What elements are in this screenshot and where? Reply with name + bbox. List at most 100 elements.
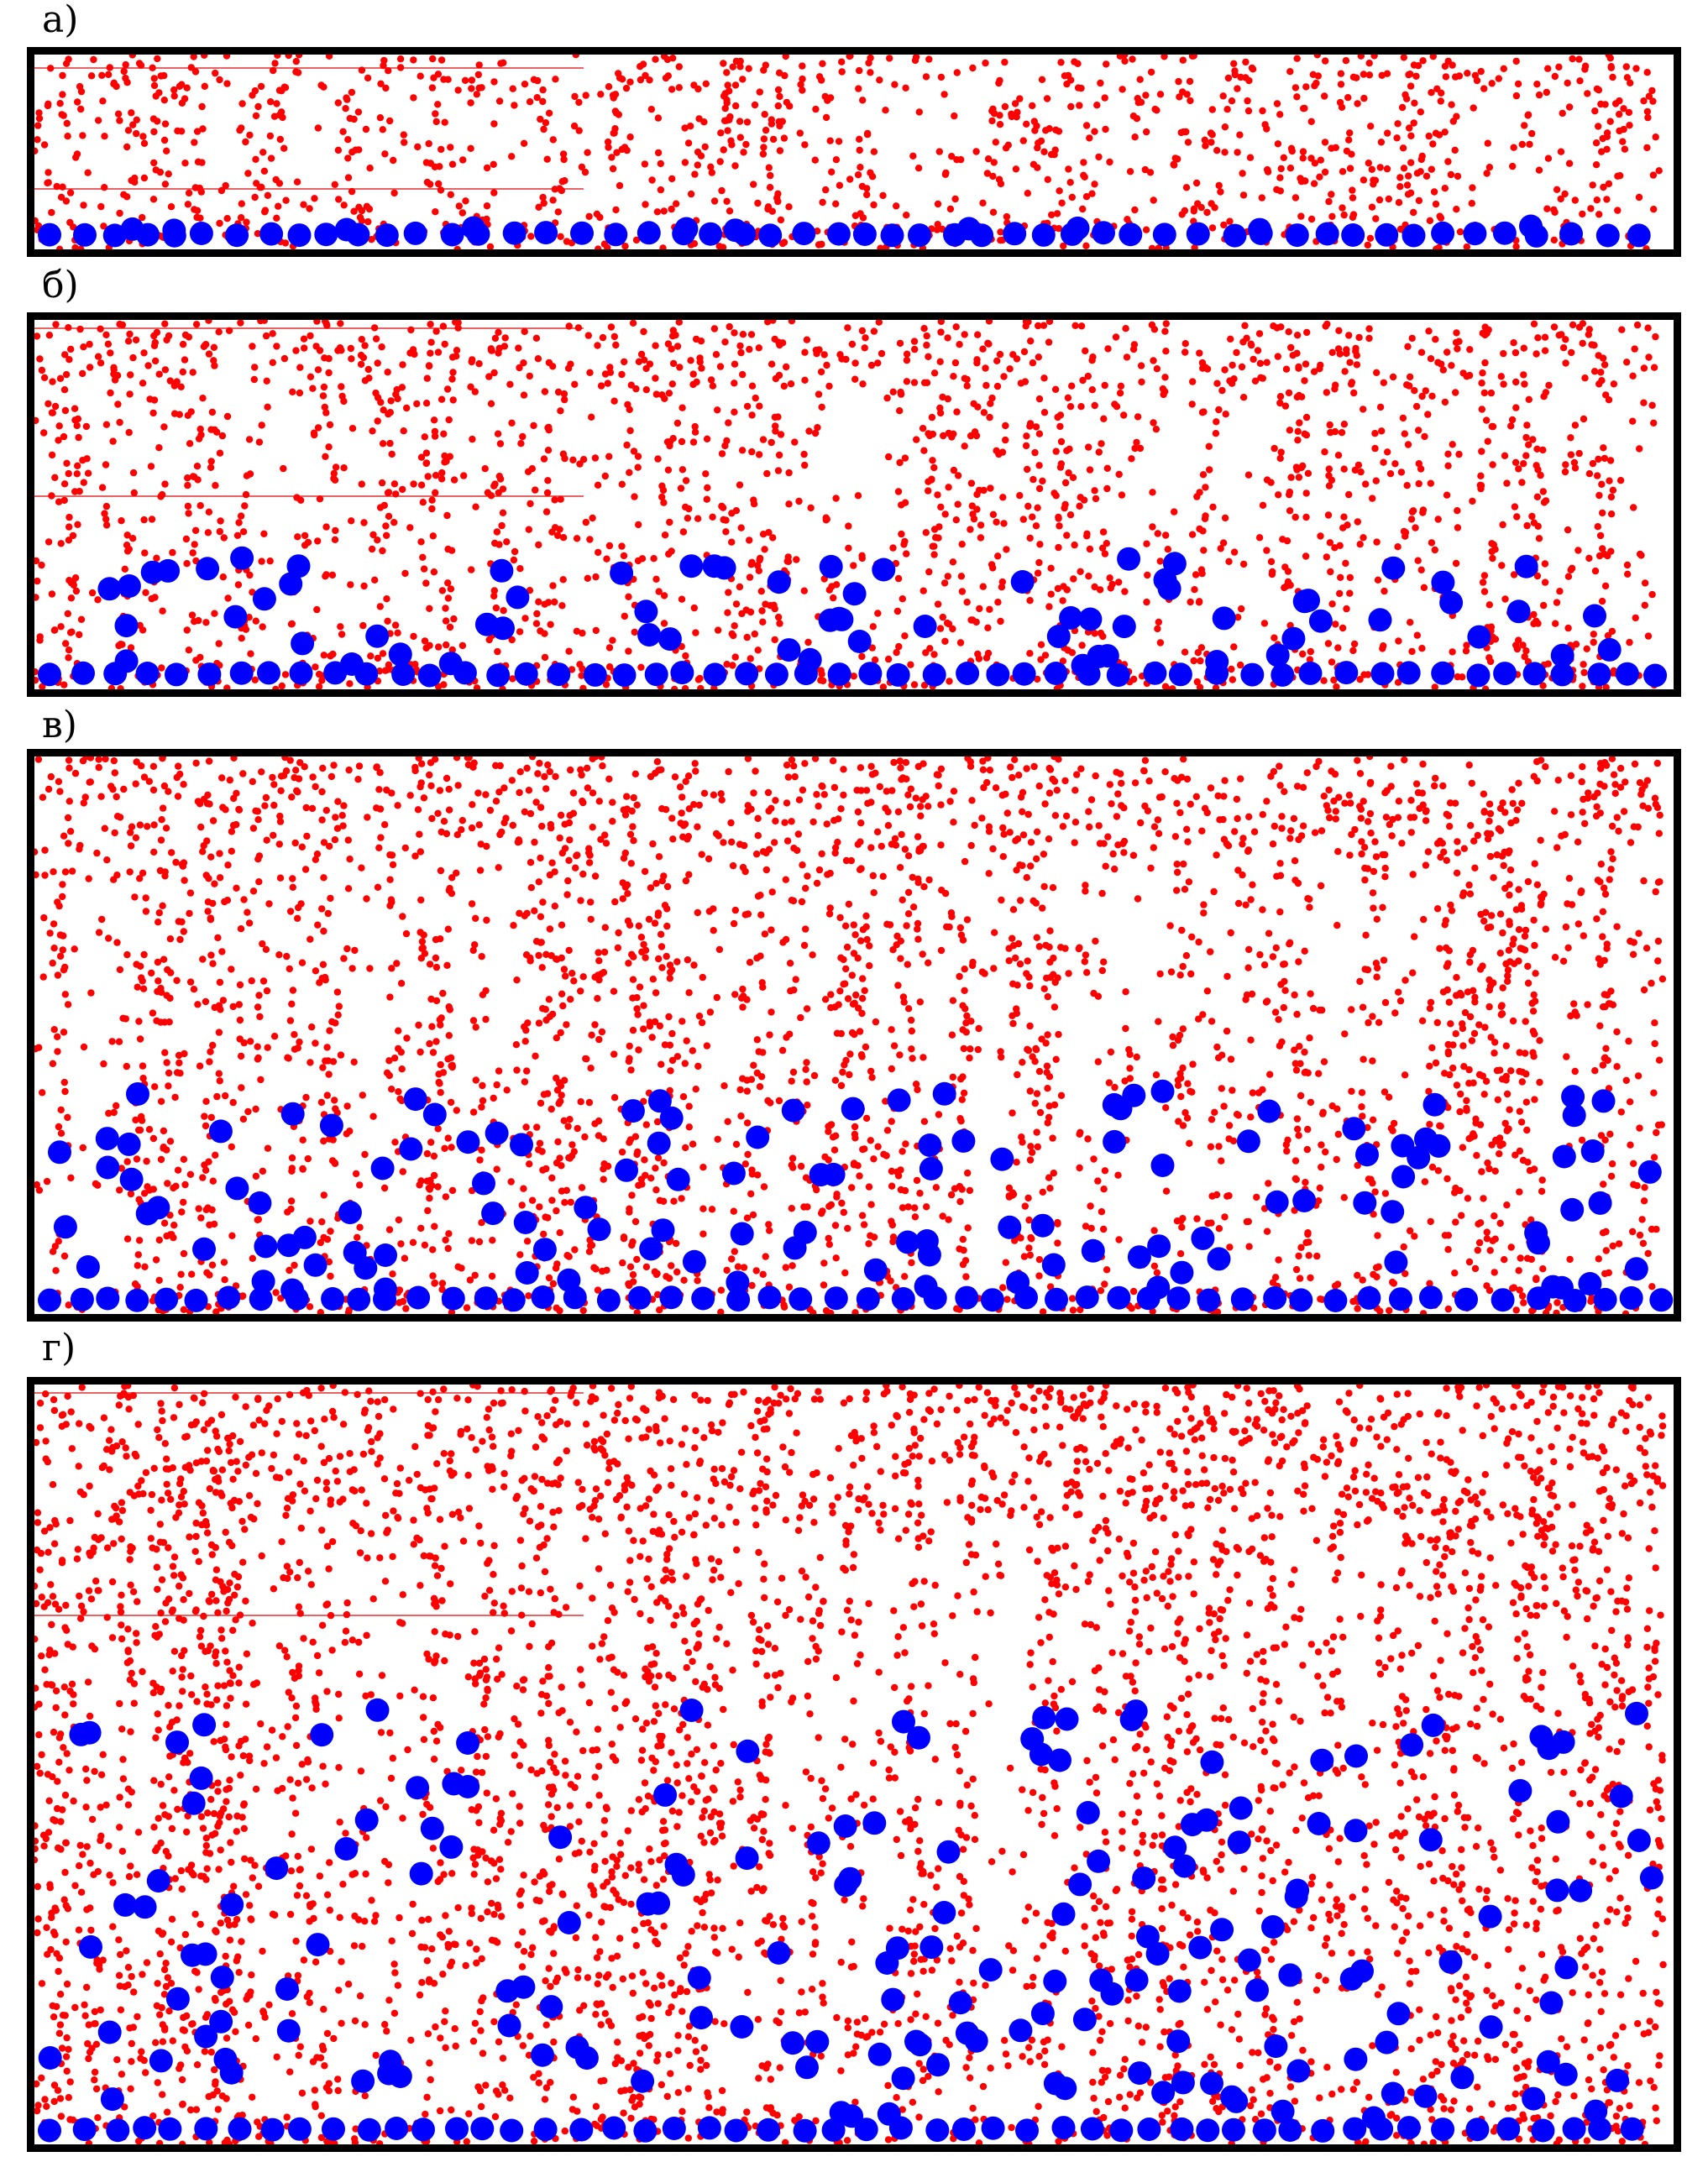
small-particle xyxy=(920,682,929,689)
small-particle xyxy=(182,535,191,543)
small-particle xyxy=(1624,570,1632,578)
small-particle xyxy=(800,450,808,458)
small-particle xyxy=(718,502,726,510)
small-particle xyxy=(1365,60,1373,67)
small-particle xyxy=(1239,338,1247,346)
small-particle xyxy=(1213,1043,1221,1051)
small-particle xyxy=(629,1026,637,1034)
small-particle xyxy=(313,851,322,858)
small-particle xyxy=(189,369,196,376)
small-particle xyxy=(1122,325,1129,332)
small-particle xyxy=(731,360,739,368)
small-particle xyxy=(1065,970,1072,977)
small-particle xyxy=(1411,933,1418,940)
small-particle xyxy=(731,991,739,998)
small-particle xyxy=(544,447,553,454)
small-particle xyxy=(557,1029,564,1037)
small-particle xyxy=(1362,480,1370,488)
small-particle xyxy=(538,1148,546,1155)
small-particle xyxy=(739,863,747,872)
small-particle xyxy=(317,1098,326,1107)
small-particle xyxy=(367,652,375,660)
small-particle xyxy=(1340,421,1349,428)
small-particle xyxy=(490,587,498,594)
small-particle xyxy=(1650,419,1658,427)
small-particle xyxy=(1057,437,1066,446)
small-particle xyxy=(863,191,871,199)
small-particle xyxy=(838,68,846,76)
small-particle xyxy=(1152,426,1160,433)
small-particle xyxy=(1287,144,1296,152)
small-particle xyxy=(243,218,250,226)
small-particle xyxy=(193,207,202,214)
small-particle xyxy=(1616,783,1625,791)
small-particle xyxy=(775,338,783,346)
small-particle xyxy=(1105,1079,1113,1086)
large-particle xyxy=(117,574,141,598)
small-particle xyxy=(1451,146,1459,154)
small-particle xyxy=(71,243,79,249)
small-particle xyxy=(1242,996,1250,1003)
small-particle xyxy=(1113,813,1121,820)
small-particle xyxy=(782,55,789,60)
small-particle xyxy=(1282,365,1291,373)
small-particle xyxy=(65,764,73,772)
small-particle xyxy=(724,127,731,134)
small-particle xyxy=(987,484,994,492)
small-particle xyxy=(511,547,519,556)
small-particle xyxy=(1476,1121,1485,1128)
small-particle xyxy=(867,55,874,62)
small-particle xyxy=(1097,79,1104,87)
small-particle xyxy=(709,513,716,521)
large-particle xyxy=(314,222,338,247)
small-particle xyxy=(1451,799,1459,807)
small-particle xyxy=(1525,395,1533,403)
large-particle xyxy=(289,661,313,685)
small-particle xyxy=(498,521,506,530)
large-particle xyxy=(1334,661,1359,685)
small-particle xyxy=(1641,601,1649,610)
small-particle xyxy=(528,465,536,473)
small-particle xyxy=(1640,97,1648,105)
small-particle xyxy=(956,639,965,647)
small-particle xyxy=(262,793,270,802)
small-particle xyxy=(1181,348,1189,356)
small-particle xyxy=(1197,203,1205,212)
small-particle xyxy=(185,189,193,197)
small-particle xyxy=(1236,131,1244,139)
small-particle xyxy=(1340,465,1348,473)
small-particle xyxy=(584,332,592,339)
small-particle xyxy=(859,214,867,222)
small-particle xyxy=(1480,1195,1487,1202)
small-particle xyxy=(731,408,738,416)
small-particle xyxy=(258,421,265,429)
small-particle xyxy=(1061,777,1069,785)
small-particle xyxy=(900,541,908,548)
small-particle xyxy=(786,960,794,967)
small-particle xyxy=(419,553,427,561)
small-particle xyxy=(851,1309,859,1314)
small-particle xyxy=(976,605,983,613)
small-particle xyxy=(76,325,84,333)
small-particle xyxy=(475,821,483,829)
small-particle xyxy=(647,1175,655,1182)
small-particle xyxy=(612,341,620,349)
small-particle xyxy=(90,55,97,64)
small-particle xyxy=(1644,1249,1652,1258)
small-particle xyxy=(1489,461,1496,469)
small-particle xyxy=(982,654,991,662)
small-particle xyxy=(151,338,159,347)
large-particle xyxy=(1143,661,1167,685)
small-particle xyxy=(254,102,262,111)
small-particle xyxy=(216,76,223,84)
small-particle xyxy=(362,125,370,133)
small-particle xyxy=(937,841,945,849)
large-particle xyxy=(637,623,662,647)
small-particle xyxy=(1399,414,1407,422)
small-particle xyxy=(1129,851,1138,859)
small-particle xyxy=(1427,355,1435,363)
small-particle xyxy=(551,496,558,504)
small-particle xyxy=(223,897,232,904)
small-particle xyxy=(1154,625,1161,633)
small-particle xyxy=(588,413,595,421)
